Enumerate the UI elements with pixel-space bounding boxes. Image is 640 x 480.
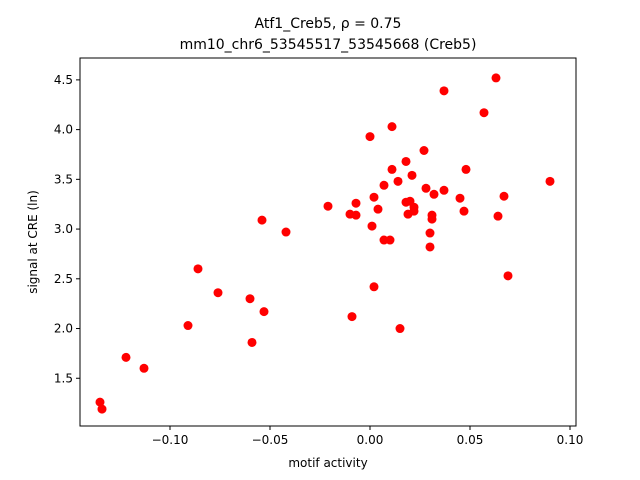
data-point-14 <box>347 312 357 322</box>
data-point-6 <box>213 288 223 298</box>
x-tick-label-3: 0.05 <box>457 433 484 447</box>
data-point-28 <box>395 324 405 334</box>
data-point-39 <box>425 228 435 238</box>
data-point-11 <box>281 227 291 237</box>
data-point-26 <box>387 122 397 132</box>
data-point-37 <box>421 183 431 193</box>
data-point-18 <box>367 221 377 231</box>
x-tick-label-1: −0.05 <box>252 433 289 447</box>
data-point-29 <box>401 156 411 166</box>
data-point-3 <box>139 363 149 373</box>
chart-title-line1: Atf1_Creb5, ρ = 0.75 <box>255 16 402 32</box>
data-point-50 <box>493 211 503 221</box>
data-point-52 <box>503 271 513 281</box>
axes-frame <box>79 57 577 427</box>
data-point-27 <box>393 176 403 186</box>
data-point-10 <box>259 307 269 317</box>
data-point-41 <box>427 214 437 224</box>
chart-title-line2: mm10_chr6_53545517_53545668 (Creb5) <box>180 37 477 53</box>
data-point-17 <box>365 132 375 142</box>
x-axis: −0.10 −0.05 0.00 0.05 0.10 <box>152 426 584 447</box>
data-point-24 <box>385 235 395 245</box>
data-point-16 <box>351 210 361 220</box>
y-tick-label-0: 1.5 <box>54 371 73 385</box>
y-tick-label-2: 2.5 <box>54 272 73 286</box>
data-point-43 <box>439 185 449 195</box>
data-point-4 <box>183 321 193 331</box>
data-point-21 <box>373 204 383 214</box>
data-point-25 <box>387 164 397 174</box>
data-point-35 <box>409 202 419 212</box>
data-point-42 <box>429 189 439 199</box>
data-point-51 <box>499 191 509 201</box>
data-point-46 <box>459 206 469 216</box>
data-point-38 <box>425 242 435 252</box>
data-point-8 <box>247 337 257 347</box>
data-point-2 <box>121 352 131 362</box>
data-point-48 <box>479 108 489 118</box>
data-point-12 <box>323 201 333 211</box>
data-point-5 <box>193 264 203 274</box>
data-point-47 <box>461 164 471 174</box>
data-point-44 <box>439 86 449 96</box>
x-tick-label-2: 0.00 <box>357 433 384 447</box>
data-point-7 <box>245 294 255 304</box>
data-point-9 <box>257 215 267 225</box>
y-axis: 1.5 2.0 2.5 3.0 3.5 4.0 4.5 <box>54 73 80 385</box>
data-point-19 <box>369 192 379 202</box>
y-tick-label-3: 3.0 <box>54 222 73 236</box>
y-tick-label-1: 2.0 <box>54 322 73 336</box>
data-point-36 <box>419 146 429 155</box>
data-point-45 <box>455 193 465 203</box>
y-tick-label-6: 4.5 <box>54 73 73 87</box>
y-tick-label-4: 3.5 <box>54 172 73 186</box>
data-point-0 <box>95 397 105 407</box>
data-point-1 <box>97 404 107 414</box>
data-point-33 <box>407 170 417 180</box>
data-point-53 <box>545 176 555 186</box>
y-tick-label-5: 4.0 <box>54 123 73 137</box>
x-axis-label: motif activity <box>288 456 367 470</box>
y-axis-label: signal at CRE (ln) <box>26 190 40 294</box>
data-point-49 <box>491 73 501 83</box>
data-point-22 <box>379 180 389 190</box>
data-point-20 <box>369 282 379 292</box>
plot-area <box>95 73 555 414</box>
x-tick-label-0: −0.10 <box>152 433 189 447</box>
x-tick-label-4: 0.10 <box>557 433 584 447</box>
data-point-15 <box>351 198 361 208</box>
